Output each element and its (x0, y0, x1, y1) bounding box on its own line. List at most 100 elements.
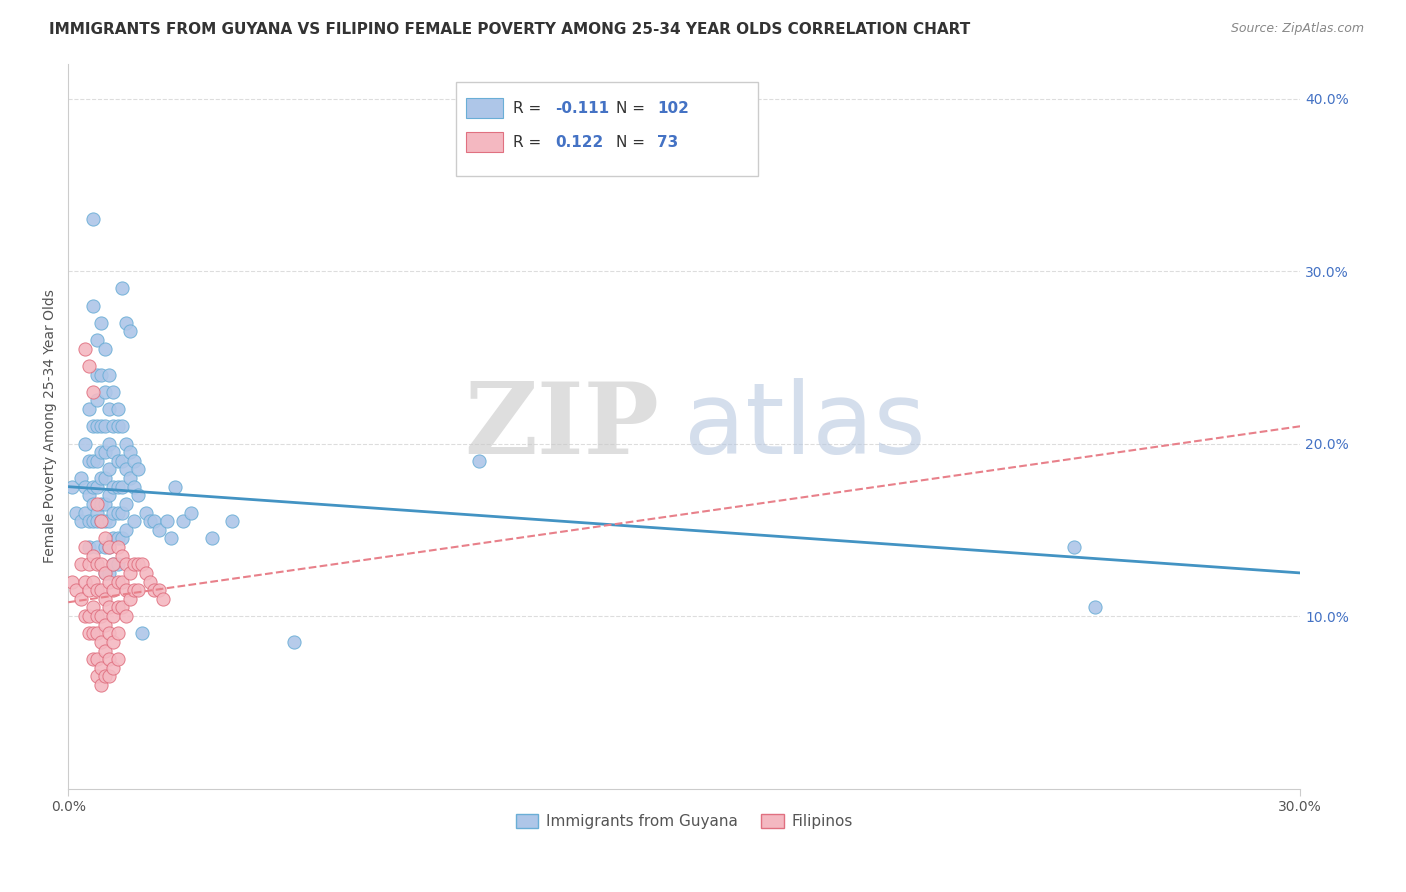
Point (86, 497, 108, 511)
Point (77, 609, 100, 624)
Point (103, 445, 125, 459)
Text: 73: 73 (657, 135, 678, 150)
Point (73, 609, 96, 624)
Point (98, 669, 121, 683)
Text: R =: R = (513, 101, 546, 116)
Point (82, 384, 104, 399)
Point (114, 436, 136, 450)
Point (160, 532, 183, 546)
Point (127, 462, 149, 476)
Point (94, 566, 117, 580)
Point (86, 558, 108, 572)
Point (94, 643, 117, 657)
Point (90, 583, 112, 598)
Point (118, 325, 141, 339)
Point (107, 626, 129, 640)
Point (110, 281, 132, 295)
Point (90, 368, 112, 382)
Point (98, 402, 121, 417)
Point (107, 574, 129, 589)
Point (103, 635, 125, 649)
Point (94, 497, 117, 511)
Point (77, 540, 100, 554)
Point (468, 454, 491, 468)
Point (135, 566, 157, 580)
Point (110, 506, 132, 520)
Point (73, 506, 96, 520)
Point (77, 558, 100, 572)
Point (98, 574, 121, 589)
Point (118, 591, 141, 606)
Text: 102: 102 (657, 101, 689, 116)
Point (131, 626, 153, 640)
Point (86, 669, 108, 683)
Point (156, 514, 179, 528)
Point (77, 583, 100, 598)
Point (114, 583, 136, 598)
Point (1084, 600, 1107, 615)
Point (86, 454, 108, 468)
Point (86, 419, 108, 434)
Point (69, 591, 91, 606)
Point (110, 574, 132, 589)
Point (122, 583, 145, 598)
Point (69, 558, 91, 572)
Point (103, 532, 125, 546)
Point (98, 652, 121, 666)
Point (98, 626, 121, 640)
Point (90, 497, 112, 511)
Point (82, 549, 104, 563)
Point (98, 488, 121, 502)
Point (69, 471, 91, 485)
Point (143, 514, 166, 528)
Point (86, 583, 108, 598)
Text: N =: N = (616, 101, 651, 116)
Point (1063, 540, 1085, 554)
Point (107, 402, 129, 417)
Point (94, 540, 117, 554)
Point (118, 445, 141, 459)
Point (143, 583, 166, 598)
Point (86, 333, 108, 347)
Point (73, 342, 96, 356)
Point (82, 514, 104, 528)
Point (82, 480, 104, 494)
Point (98, 600, 121, 615)
Point (110, 454, 132, 468)
Point (103, 558, 125, 572)
Point (82, 419, 104, 434)
Point (90, 661, 112, 675)
Y-axis label: Female Poverty Among 25-34 Year Olds: Female Poverty Among 25-34 Year Olds (44, 289, 58, 563)
Point (73, 574, 96, 589)
Point (107, 600, 129, 615)
Point (90, 558, 112, 572)
Point (103, 661, 125, 675)
Point (65, 506, 87, 520)
Point (98, 368, 121, 382)
Point (103, 419, 125, 434)
Point (86, 368, 108, 382)
Point (127, 558, 149, 572)
Point (122, 514, 145, 528)
Legend: Immigrants from Guyana, Filipinos: Immigrants from Guyana, Filipinos (509, 808, 859, 835)
Point (86, 609, 108, 624)
Point (82, 299, 104, 313)
Point (94, 419, 117, 434)
Point (122, 480, 145, 494)
Point (90, 514, 112, 528)
Point (107, 558, 129, 572)
Point (103, 506, 125, 520)
Text: N =: N = (616, 135, 651, 150)
Point (86, 540, 108, 554)
Point (163, 480, 186, 494)
Point (114, 523, 136, 537)
Point (90, 514, 112, 528)
Point (122, 558, 145, 572)
Point (86, 393, 108, 408)
Point (94, 384, 117, 399)
Point (82, 497, 104, 511)
Point (86, 652, 108, 666)
Point (107, 532, 129, 546)
Point (107, 652, 129, 666)
Text: atlas: atlas (685, 378, 925, 475)
